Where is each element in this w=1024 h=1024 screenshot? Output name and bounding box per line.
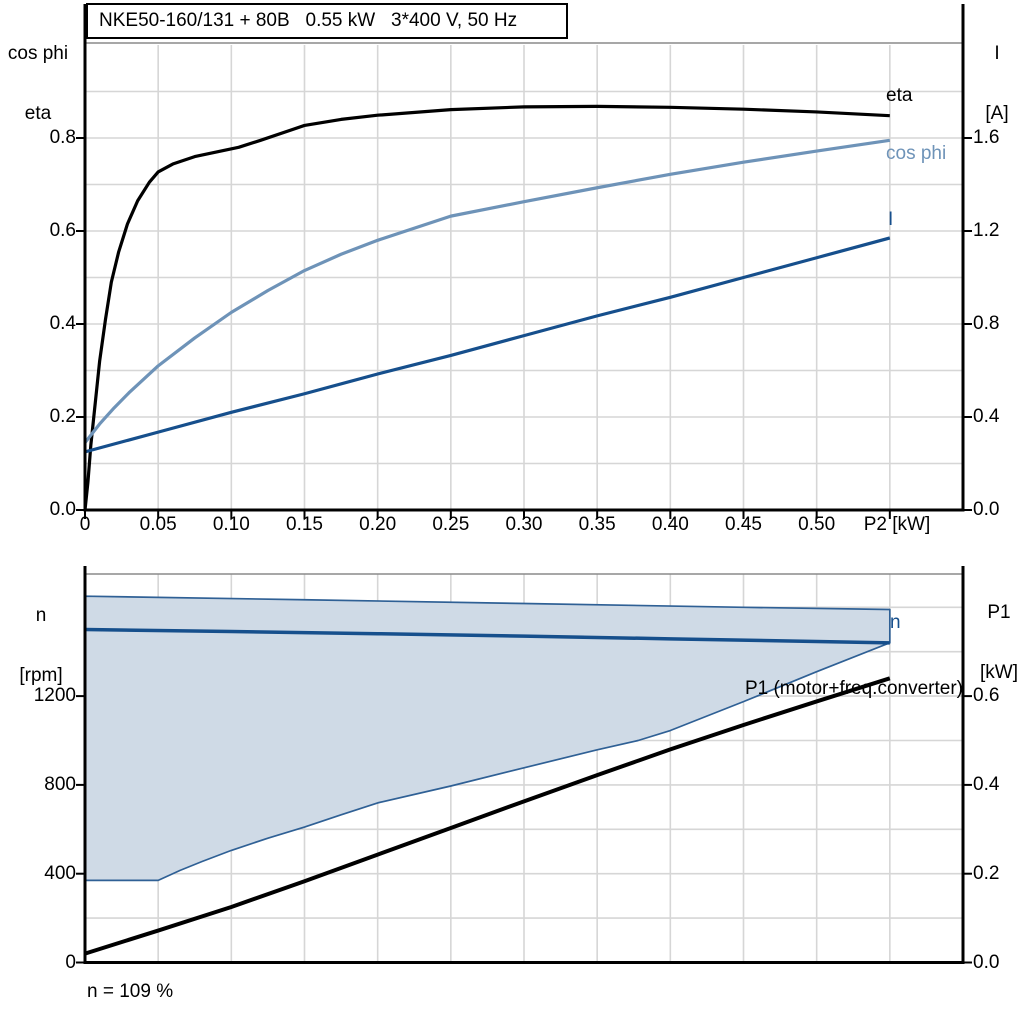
x-axis-tick-label: 0.25 [432, 514, 470, 535]
top-chart-gridlines [85, 45, 963, 510]
right-axis-tick-label: 0.2 [973, 862, 1000, 884]
p1-unit-label: [kW] [980, 662, 1018, 683]
left-axis-tick-label: 400 [44, 862, 76, 884]
x-axis-tick-label: 0.35 [578, 514, 616, 535]
left-axis-tick-label: 0.2 [49, 406, 76, 427]
top-right-axis-title: I [A] [963, 4, 1024, 164]
bottom-left-axis-title: n [rpm] [7, 566, 75, 726]
right-axis-tick-label: 0.8 [973, 313, 1000, 334]
speed-operating-envelope [84, 595, 891, 882]
right-axis-tick-label: 1.6 [973, 127, 1000, 148]
x-axis-tick-label: 0.05 [139, 514, 177, 535]
curve-i [84, 236, 891, 454]
x-axis-tick-label: 0.30 [505, 514, 543, 535]
speed-curve-label: n [890, 612, 901, 633]
left-axis-tick-label: 0.0 [49, 499, 76, 520]
speed-percent-note: n = 109 % [87, 981, 174, 1002]
right-axis-tick-label: 1.2 [973, 220, 1000, 241]
curve-n [84, 627, 890, 645]
right-axis-tick-label: 0.6 [973, 685, 1000, 707]
right-axis-tick-label: 0.4 [973, 406, 1000, 427]
x-axis-tick-label: 0.20 [359, 514, 397, 535]
top-chart-curves [83, 104, 891, 511]
p1-curve-label: P1 (motor+freq.converter) [744, 678, 963, 699]
curve-cos-phi [83, 138, 891, 444]
eta-curve-label: eta [886, 85, 913, 106]
current-axis-label: I [994, 43, 1000, 64]
x-axis-tick-label: 0.50 [798, 514, 836, 535]
bottom-right-axis-title: P1 [kW] [965, 563, 1024, 723]
top-chart-axes [76, 4, 972, 519]
cos-phi-axis-label: cos phi [7, 43, 69, 64]
chart-title: NKE50-160/131 + 80B 0.55 kW 3*400 V, 50 … [99, 10, 518, 31]
speed-axis-label: n [35, 605, 47, 626]
speed-range-envelope [84, 595, 891, 882]
left-axis-tick-label: 1200 [33, 685, 76, 707]
left-axis-tick-label: 0.6 [49, 220, 76, 241]
bottom-chart-curves [84, 627, 891, 956]
curve-eta [83, 104, 890, 511]
left-axis-tick-label: 0.8 [49, 127, 76, 148]
x-axis-tick-label: 0.40 [651, 514, 689, 535]
top-left-axis-title: cos phi eta [4, 4, 72, 164]
right-axis-tick-label: 0.0 [973, 951, 1000, 973]
current-unit-label: [A] [985, 103, 1009, 124]
left-axis-tick-label: 800 [44, 773, 76, 795]
curve-p1-motor-freq-converter- [84, 676, 891, 956]
eta-axis-label: eta [24, 103, 52, 124]
x-axis-tick-label: 0.45 [725, 514, 762, 535]
chart-title-box: NKE50-160/131 + 80B 0.55 kW 3*400 V, 50 … [86, 3, 568, 39]
x-axis-tick-label: 0.10 [212, 514, 250, 535]
left-axis-tick-label: 0 [65, 951, 76, 973]
right-axis-tick-label: 0.4 [973, 773, 1000, 795]
left-axis-tick-label: 0.4 [49, 313, 76, 334]
x-axis-tick-label: 0 [79, 514, 91, 535]
current-curve-label: I [888, 209, 894, 230]
p1-axis-label: P1 [987, 602, 1011, 623]
right-axis-tick-label: 0.0 [973, 499, 1000, 520]
x-axis-tick-label: 0.15 [286, 514, 323, 535]
speed-unit-label: [rpm] [19, 665, 63, 686]
x-axis-title: P2 [kW] [863, 514, 931, 535]
bottom-chart-axes [76, 566, 972, 964]
cos-phi-curve-label: cos phi [886, 143, 947, 164]
